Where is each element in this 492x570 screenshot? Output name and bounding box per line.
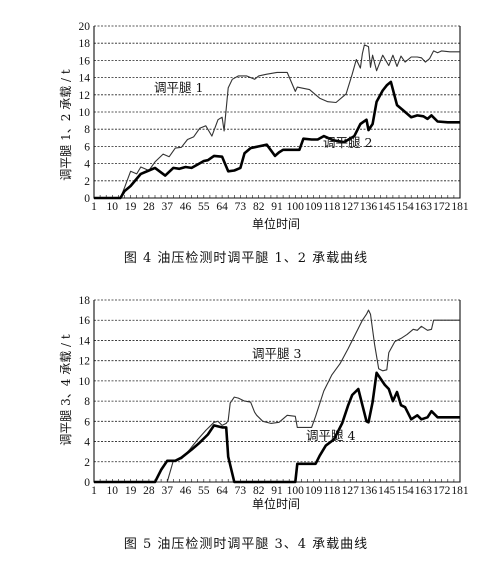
series-annotation-leg2: 调平腿 2 — [323, 135, 372, 150]
series-line-2 — [94, 371, 460, 484]
x-tick-label: 163 — [415, 201, 433, 213]
x-tick-label: 64 — [216, 485, 228, 497]
y-tick-label: 14 — [79, 73, 91, 85]
series-annotation-leg3: 调平腿 3 — [252, 346, 301, 361]
x-tick-label: 64 — [216, 201, 228, 213]
x-tick-label: 118 — [323, 485, 340, 497]
x-tick-label: 127 — [342, 201, 360, 213]
x-tick-label: 10 — [107, 201, 119, 213]
y-tick-label: 18 — [79, 38, 91, 50]
y-tick-label: 0 — [84, 477, 90, 489]
series-line-2 — [94, 80, 460, 200]
x-tick-labels: 1 10 19 28 37 46 55 64 73 82 91 100 109 118 127 136 145 1… — [91, 485, 469, 497]
x-tick-label: 91 — [271, 201, 283, 213]
y-tick-label: 4 — [84, 437, 90, 449]
y-tick-label: 10 — [79, 376, 91, 388]
x-tick-label: 145 — [378, 201, 396, 213]
y-axis-label: 调平腿 3、4 承载 / t — [59, 334, 73, 446]
y-tick-label: 6 — [84, 416, 90, 428]
grid-lines — [94, 299, 460, 463]
x-tick-label: 55 — [198, 201, 210, 213]
x-tick-label: 100 — [287, 201, 305, 213]
x-tick-label: 37 — [161, 485, 173, 497]
x-tick-label: 118 — [323, 201, 340, 213]
series-line-1 — [94, 309, 460, 483]
x-tick-label: 172 — [433, 485, 451, 497]
x-tick-label: 19 — [125, 485, 137, 497]
x-tick-label: 19 — [125, 201, 137, 213]
y-tick-label: 14 — [79, 335, 91, 347]
x-tick-labels: 1 10 19 28 37 46 55 64 73 82 91 100 109 118 127 136 145 1… — [91, 201, 469, 213]
y-tick-label: 0 — [84, 193, 90, 205]
y-axis-label: 调平腿 1、2 承载 / t — [59, 69, 73, 181]
plot-frame — [93, 300, 461, 483]
x-tick-label: 109 — [305, 485, 323, 497]
plot-frame — [93, 26, 461, 199]
x-tick-label: 28 — [143, 485, 155, 497]
y-tick-label: 12 — [79, 356, 91, 368]
y-tick-labels: 0 2 4 6 8 10 12 14 16 18 20 — [79, 21, 91, 205]
figure-caption: 图 4 油压检测时调平腿 1、2 承载曲线 — [124, 251, 368, 266]
x-axis-label: 单位时间 — [252, 216, 300, 231]
y-tick-label: 10 — [79, 107, 91, 119]
y-tick-label: 2 — [84, 457, 90, 469]
x-tick-label: 136 — [360, 201, 378, 213]
x-tick-label: 136 — [360, 485, 378, 497]
y-tick-label: 20 — [79, 21, 91, 33]
series-annotation-leg1: 调平腿 1 — [154, 80, 203, 95]
y-tick-label: 4 — [84, 159, 90, 171]
y-tick-label: 12 — [79, 90, 91, 102]
x-tick-label: 181 — [451, 485, 469, 497]
x-tick-label: 1 — [91, 201, 97, 213]
grid-lines — [94, 25, 460, 182]
series-annotation-leg4: 调平腿 4 — [306, 428, 355, 443]
y-tick-label: 8 — [84, 124, 90, 136]
x-tick-label: 37 — [161, 201, 173, 213]
figure-caption: 图 5 油压检测时调平腿 3、4 承载曲线 — [124, 537, 368, 552]
x-tick-label: 181 — [451, 201, 469, 213]
x-tick-label: 91 — [271, 485, 283, 497]
x-tick-label: 127 — [342, 485, 360, 497]
x-tick-label: 73 — [235, 201, 247, 213]
x-tick-label: 10 — [107, 485, 119, 497]
x-tick-label: 109 — [305, 201, 323, 213]
x-tick-label: 145 — [378, 485, 396, 497]
series-lines — [94, 309, 460, 484]
x-tick-label: 46 — [180, 485, 192, 497]
y-tick-label: 8 — [84, 396, 90, 408]
y-tick-label: 16 — [79, 315, 91, 327]
y-tick-label: 6 — [84, 141, 90, 153]
x-tick-label: 28 — [143, 201, 155, 213]
axes — [93, 300, 461, 483]
x-tick-label: 172 — [433, 201, 451, 213]
x-axis-label: 单位时间 — [252, 496, 300, 511]
x-tick-label: 73 — [235, 485, 247, 497]
x-tick-label: 55 — [198, 485, 210, 497]
series-lines — [94, 44, 460, 200]
x-tick-label: 82 — [253, 485, 265, 497]
y-tick-label: 18 — [79, 295, 91, 307]
y-tick-label: 2 — [84, 176, 90, 188]
x-tick-label: 1 — [91, 485, 97, 497]
y-tick-label: 16 — [79, 55, 91, 67]
y-tick-labels: 0 2 4 6 8 10 12 14 16 18 — [79, 295, 91, 489]
x-tick-label: 154 — [396, 485, 414, 497]
series-line-1 — [94, 44, 460, 199]
x-tick-label: 154 — [396, 201, 414, 213]
x-tick-label: 163 — [415, 485, 433, 497]
x-tick-label: 46 — [180, 201, 192, 213]
x-tick-label: 82 — [253, 201, 265, 213]
x-tick-label: 100 — [287, 485, 305, 497]
